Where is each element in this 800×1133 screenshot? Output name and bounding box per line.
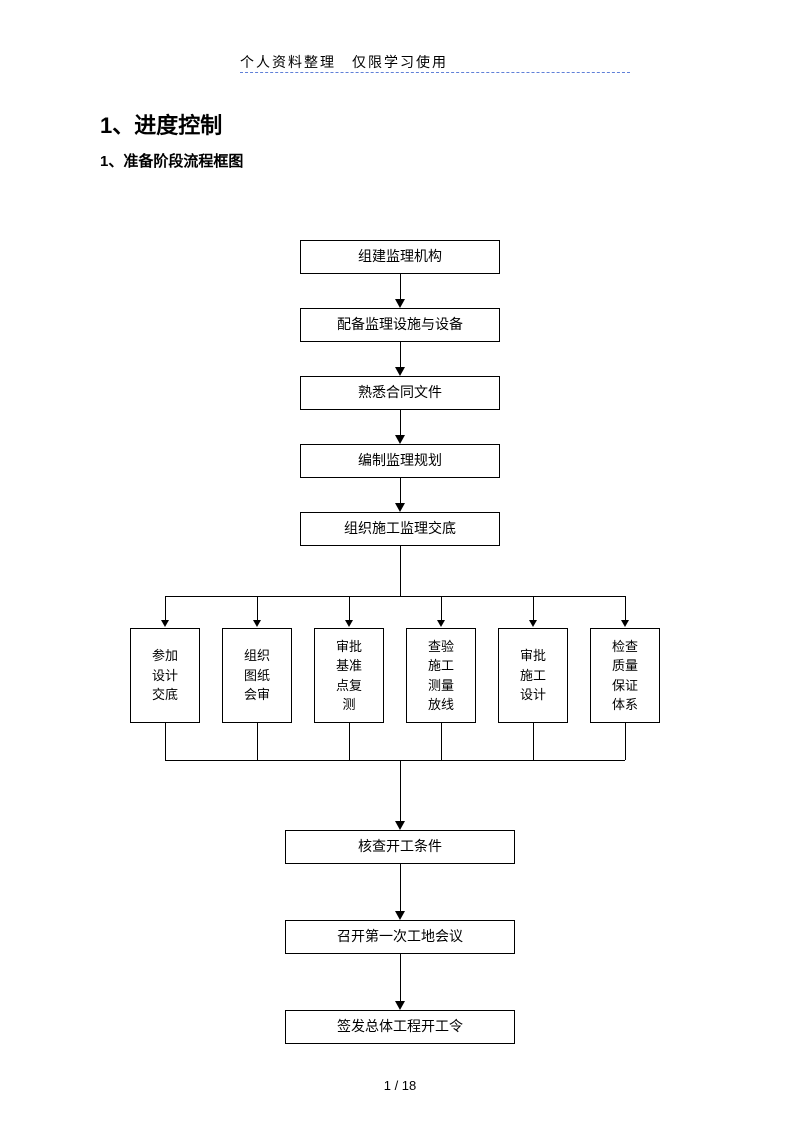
page-current: 1 <box>384 1078 391 1093</box>
merge-rise-p2 <box>257 723 258 760</box>
arrow-n4-n5 <box>395 503 405 512</box>
flow-node-p4: 查验 施工 测量 放线 <box>406 628 476 723</box>
split-drop-p4 <box>441 596 442 621</box>
flow-node-p1: 参加 设计 交底 <box>130 628 200 723</box>
edge-n5-splitbar <box>400 546 401 596</box>
edge-n2-n3 <box>400 342 401 368</box>
arrow-n1-n2 <box>395 299 405 308</box>
split-arrow-p4 <box>437 620 445 627</box>
split-arrow-p3 <box>345 620 353 627</box>
page-number: 1 / 18 <box>0 1078 800 1093</box>
flow-node-n6: 核查开工条件 <box>285 830 515 864</box>
flow-node-p5: 审批 施工 设计 <box>498 628 568 723</box>
edge-merge-n6 <box>400 760 401 822</box>
flow-node-n3: 熟悉合同文件 <box>300 376 500 410</box>
flow-node-n5: 组织施工监理交底 <box>300 512 500 546</box>
split-arrow-p2 <box>253 620 261 627</box>
flow-node-p6: 检查 质量 保证 体系 <box>590 628 660 723</box>
edge-n6-n7 <box>400 864 401 912</box>
merge-rise-p5 <box>533 723 534 760</box>
split-drop-p6 <box>625 596 626 621</box>
edge-n1-n2 <box>400 274 401 300</box>
arrow-n3-n4 <box>395 435 405 444</box>
flow-node-n1: 组建监理机构 <box>300 240 500 274</box>
edge-n4-n5 <box>400 478 401 504</box>
edge-n3-n4 <box>400 410 401 436</box>
flow-node-n8: 签发总体工程开工令 <box>285 1010 515 1044</box>
arrow-n6-n7 <box>395 911 405 920</box>
page-title: 1、进度控制 <box>100 108 222 140</box>
flow-node-n2: 配备监理设施与设备 <box>300 308 500 342</box>
header-underline <box>240 72 630 73</box>
merge-bar <box>165 760 625 761</box>
edge-n7-n8 <box>400 954 401 1002</box>
split-bar-top <box>165 596 625 597</box>
flow-node-p2: 组织 图纸 会审 <box>222 628 292 723</box>
arrow-merge-n6 <box>395 821 405 830</box>
split-arrow-p1 <box>161 620 169 627</box>
merge-rise-p3 <box>349 723 350 760</box>
page-subtitle: 1、准备阶段流程框图 <box>100 150 243 171</box>
header-text: 个人资料整理 仅限学习使用 <box>240 52 448 72</box>
split-drop-p3 <box>349 596 350 621</box>
split-drop-p1 <box>165 596 166 621</box>
page-sep: / <box>391 1078 402 1093</box>
split-arrow-p6 <box>621 620 629 627</box>
page-total: 18 <box>402 1078 416 1093</box>
split-arrow-p5 <box>529 620 537 627</box>
split-drop-p2 <box>257 596 258 621</box>
arrow-n7-n8 <box>395 1001 405 1010</box>
merge-rise-p6 <box>625 723 626 760</box>
flow-node-n7: 召开第一次工地会议 <box>285 920 515 954</box>
flow-node-p3: 审批 基准 点复 测 <box>314 628 384 723</box>
merge-rise-p4 <box>441 723 442 760</box>
flow-node-n4: 编制监理规划 <box>300 444 500 478</box>
split-drop-p5 <box>533 596 534 621</box>
merge-rise-p1 <box>165 723 166 760</box>
arrow-n2-n3 <box>395 367 405 376</box>
